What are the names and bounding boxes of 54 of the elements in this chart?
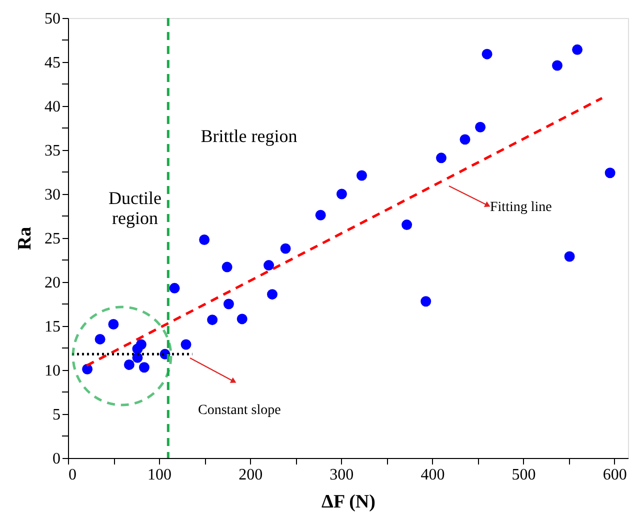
y-tick-label: 45 xyxy=(44,54,60,72)
point xyxy=(604,168,616,178)
point xyxy=(564,251,575,262)
y-tick-label: 50 xyxy=(44,10,60,28)
x-tick-label: 0 xyxy=(68,466,76,484)
point xyxy=(132,344,143,354)
point xyxy=(482,48,492,60)
y-tick-label: 40 xyxy=(44,98,60,116)
y-tick-label: 0 xyxy=(52,450,60,468)
annotation: Constant slope xyxy=(198,403,281,418)
point xyxy=(180,339,192,350)
point xyxy=(552,60,562,71)
y-tick-label: 35 xyxy=(44,142,60,160)
x-tick-label: 200 xyxy=(238,466,263,484)
x-tick-label: 600 xyxy=(602,466,627,484)
point xyxy=(356,170,367,181)
x-tick-label: 400 xyxy=(420,466,445,484)
x-tick-label: 100 xyxy=(148,466,172,484)
point xyxy=(108,319,119,330)
annotation: Ductile region xyxy=(108,188,162,228)
y-tick-label: 20 xyxy=(44,274,60,292)
point xyxy=(199,234,210,245)
annotation: Brittle region xyxy=(200,126,298,146)
point xyxy=(264,260,274,271)
point xyxy=(124,359,134,370)
point xyxy=(436,152,446,164)
point xyxy=(207,314,218,326)
y-tick-label: 25 xyxy=(44,230,60,248)
point xyxy=(223,298,234,310)
point xyxy=(420,296,432,307)
y-tick-label: 10 xyxy=(44,362,60,380)
point xyxy=(266,289,278,300)
point xyxy=(132,352,143,363)
point xyxy=(138,362,150,373)
point xyxy=(336,188,347,200)
point xyxy=(94,334,106,344)
point xyxy=(572,44,583,55)
point xyxy=(82,364,93,374)
y-tick-label: 5 xyxy=(52,406,60,424)
point xyxy=(222,262,232,272)
x-tick-label: 300 xyxy=(330,466,354,484)
point xyxy=(169,282,180,294)
point xyxy=(236,314,248,324)
annotation: Fitting line xyxy=(490,200,552,215)
y-tick-label: 15 xyxy=(44,318,60,336)
point xyxy=(460,134,470,145)
y-axis-title: Ra xyxy=(14,226,36,250)
x-axis-title: ΔF (N) xyxy=(322,492,376,512)
point xyxy=(315,210,326,220)
point xyxy=(475,122,486,132)
x-tick-label: 500 xyxy=(512,466,536,484)
y-tick-label: 30 xyxy=(44,186,60,204)
point xyxy=(402,220,412,230)
point xyxy=(280,243,291,254)
